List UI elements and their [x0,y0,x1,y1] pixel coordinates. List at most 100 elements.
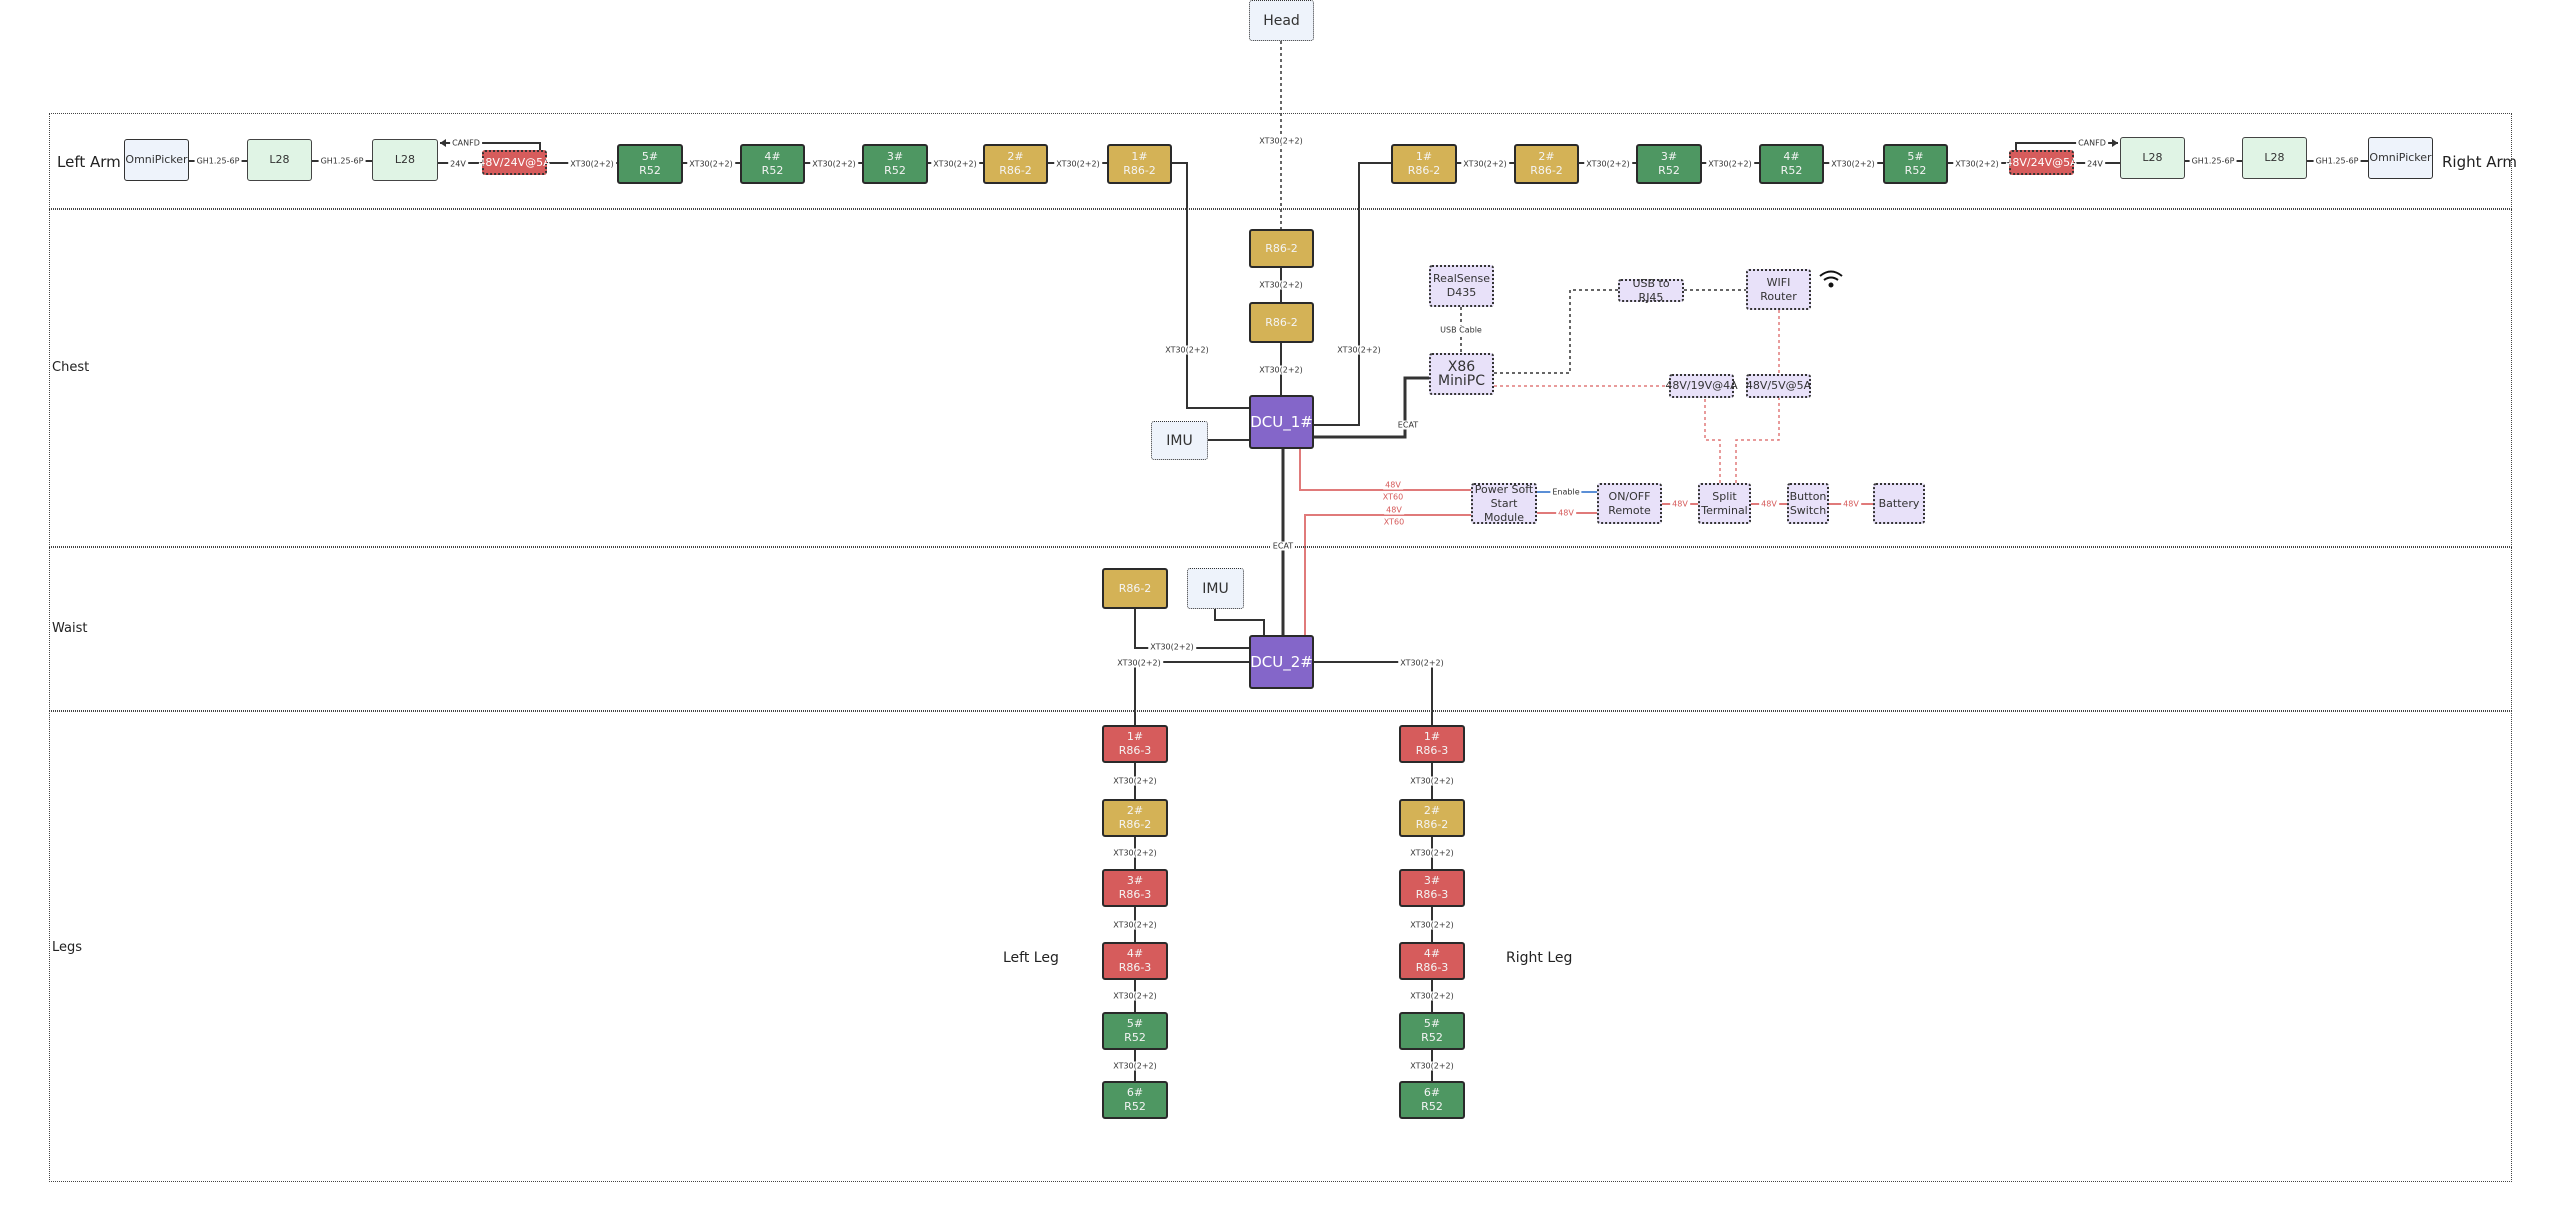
motor-model: R52 [1124,1031,1146,1044]
neck-joint-2[interactable]: R86-2 [1249,302,1314,343]
left-leg-joint-4[interactable]: 4# R86-3 [1102,942,1168,980]
left-leg-joint-1[interactable]: 1# R86-3 [1102,725,1168,763]
label-line: Start Module [1484,496,1524,524]
power-soft-start-module[interactable]: Power Soft Start Module [1471,483,1537,524]
button-switch[interactable]: Button Switch [1787,483,1829,524]
right-arm-joint-1[interactable]: 1# R86-2 [1391,144,1457,184]
connector-label: XT30(2+2) [1829,159,1877,169]
joint-id: 4# [1783,150,1800,163]
joint-id: 5# [1126,1017,1144,1030]
right-leg-joint-3[interactable]: 3# R86-3 [1399,869,1465,907]
connector-label: ECAT [1270,541,1296,551]
battery[interactable]: Battery [1873,483,1925,524]
right-arm-joint-4[interactable]: 4# R52 [1759,144,1824,184]
wifi-router[interactable]: WIFI Router [1746,269,1811,310]
right-arm-label: Right Arm [2442,153,2518,171]
right-l28-1[interactable]: L28 [2120,137,2185,179]
left-leg-joint-5[interactable]: 5# R52 [1102,1012,1168,1050]
connector-label: XT30(2+2) [1257,280,1305,290]
chest-imu[interactable]: IMU [1151,421,1208,460]
left-l28-1[interactable]: L28 [247,139,312,181]
joint-id: 2# [1126,804,1144,817]
usb-to-rj45[interactable]: USB to RJ45 [1618,277,1684,304]
device-model: D435 [1446,286,1477,299]
device-model: MiniPC [1438,373,1485,389]
motor-model: R86-3 [1415,888,1449,901]
motor-model: R52 [1124,1100,1146,1113]
waist-joint[interactable]: R86-2 [1102,568,1168,609]
wifi-icon [1819,270,1843,288]
left-l28-2[interactable]: L28 [372,139,438,181]
left-dcdc-converter[interactable]: 48V/24V@5A [478,150,551,175]
head-box[interactable]: Head [1249,0,1314,41]
left-arm-joint-4[interactable]: 4# R52 [740,144,805,184]
joint-id: 4# [1126,947,1144,960]
connector-label: 48V [1841,499,1861,509]
connector-label: XT30(2+2) [1111,848,1159,858]
dcdc-48v-5v[interactable]: 48V/5V@5A [1746,374,1811,398]
right-leg-joint-5[interactable]: 5# R52 [1399,1012,1465,1050]
connector-label: XT30(2+2) [1408,848,1456,858]
motor-model: R86-3 [1415,961,1449,974]
right-leg-joint-2[interactable]: 2# R86-2 [1399,799,1465,837]
joint-id: 5# [1907,150,1924,163]
left-leg-joint-2[interactable]: 2# R86-2 [1102,799,1168,837]
connector-label: ECAT [1395,420,1421,430]
motor-model: R86-3 [1118,888,1152,901]
connector-label: XT30(2+2) [687,159,735,169]
device-name: RealSense [1433,272,1490,285]
joint-id: 1# [1131,150,1148,163]
joint-id: 5# [1423,1017,1441,1030]
left-omnipicker[interactable]: OmniPicker [124,139,189,181]
connector-label: XT30(2+2) [1953,159,2001,169]
connector-label: 48V [1759,499,1779,509]
dcu-2[interactable]: DCU_2# [1249,635,1314,689]
left-arm-joint-1[interactable]: 1# R86-2 [1107,144,1172,184]
motor-model: R86-2 [999,164,1032,177]
left-leg-joint-6[interactable]: 6# R52 [1102,1081,1168,1119]
motor-model: R86-2 [1530,164,1563,177]
connector-label: 48V [1383,480,1403,490]
right-arm-joint-5[interactable]: 5# R52 [1883,144,1948,184]
right-leg-joint-1[interactable]: 1# R86-3 [1399,725,1465,763]
connector-label: XT60 [1380,492,1406,502]
right-leg-joint-6[interactable]: 6# R52 [1399,1081,1465,1119]
left-arm-joint-5[interactable]: 5# R52 [617,144,683,184]
section-legs [49,711,2512,1182]
connector-label: GH1.25-6P [2313,156,2361,166]
waist-imu[interactable]: IMU [1187,568,1244,609]
left-leg-joint-3[interactable]: 3# R86-3 [1102,869,1168,907]
left-arm-joint-3[interactable]: 3# R52 [862,144,928,184]
connector-label: XT30(2+2) [1111,920,1159,929]
left-arm-joint-2[interactable]: 2# R86-2 [983,144,1048,184]
right-l28-2[interactable]: L28 [2242,137,2307,179]
connector-label: XT30(2+2) [1408,920,1456,929]
dcu-1[interactable]: DCU_1# [1249,395,1314,449]
motor-model: R52 [884,164,906,177]
connector-label: XT30(2+2) [1408,991,1456,1001]
connector-label: XT30(2+2) [810,159,858,169]
right-arm-joint-2[interactable]: 2# R86-2 [1514,144,1579,184]
motor-model: R52 [1658,164,1680,177]
connector-label: 48V [1556,508,1576,518]
realsense-camera[interactable]: RealSense D435 [1429,265,1494,307]
joint-id: 3# [1126,874,1144,887]
right-leg-joint-4[interactable]: 4# R86-3 [1399,942,1465,980]
split-terminal[interactable]: Split Terminal [1698,483,1751,524]
right-dcdc-converter[interactable]: 48V/24V@5A [2005,150,2078,175]
neck-joint-1[interactable]: R86-2 [1249,229,1314,268]
joint-id: 3# [886,150,904,163]
motor-model: R52 [639,164,661,177]
motor-model: R86-3 [1118,961,1152,974]
dcdc-48v-19v[interactable]: 48V/19V@4A [1665,374,1738,398]
right-arm-joint-3[interactable]: 3# R52 [1636,144,1702,184]
left-arm-label: Left Arm [57,153,121,171]
motor-model: R52 [1421,1100,1443,1113]
right-omnipicker[interactable]: OmniPicker [2368,137,2433,179]
joint-id: 6# [1423,1086,1441,1099]
label-line: Power Soft [1474,482,1534,496]
x86-minipc[interactable]: X86 MiniPC [1429,353,1494,395]
waist-label: Waist [52,621,88,636]
connector-label: XT30(2+2) [1257,136,1305,146]
onoff-remote[interactable]: ON/OFF Remote [1597,483,1662,524]
